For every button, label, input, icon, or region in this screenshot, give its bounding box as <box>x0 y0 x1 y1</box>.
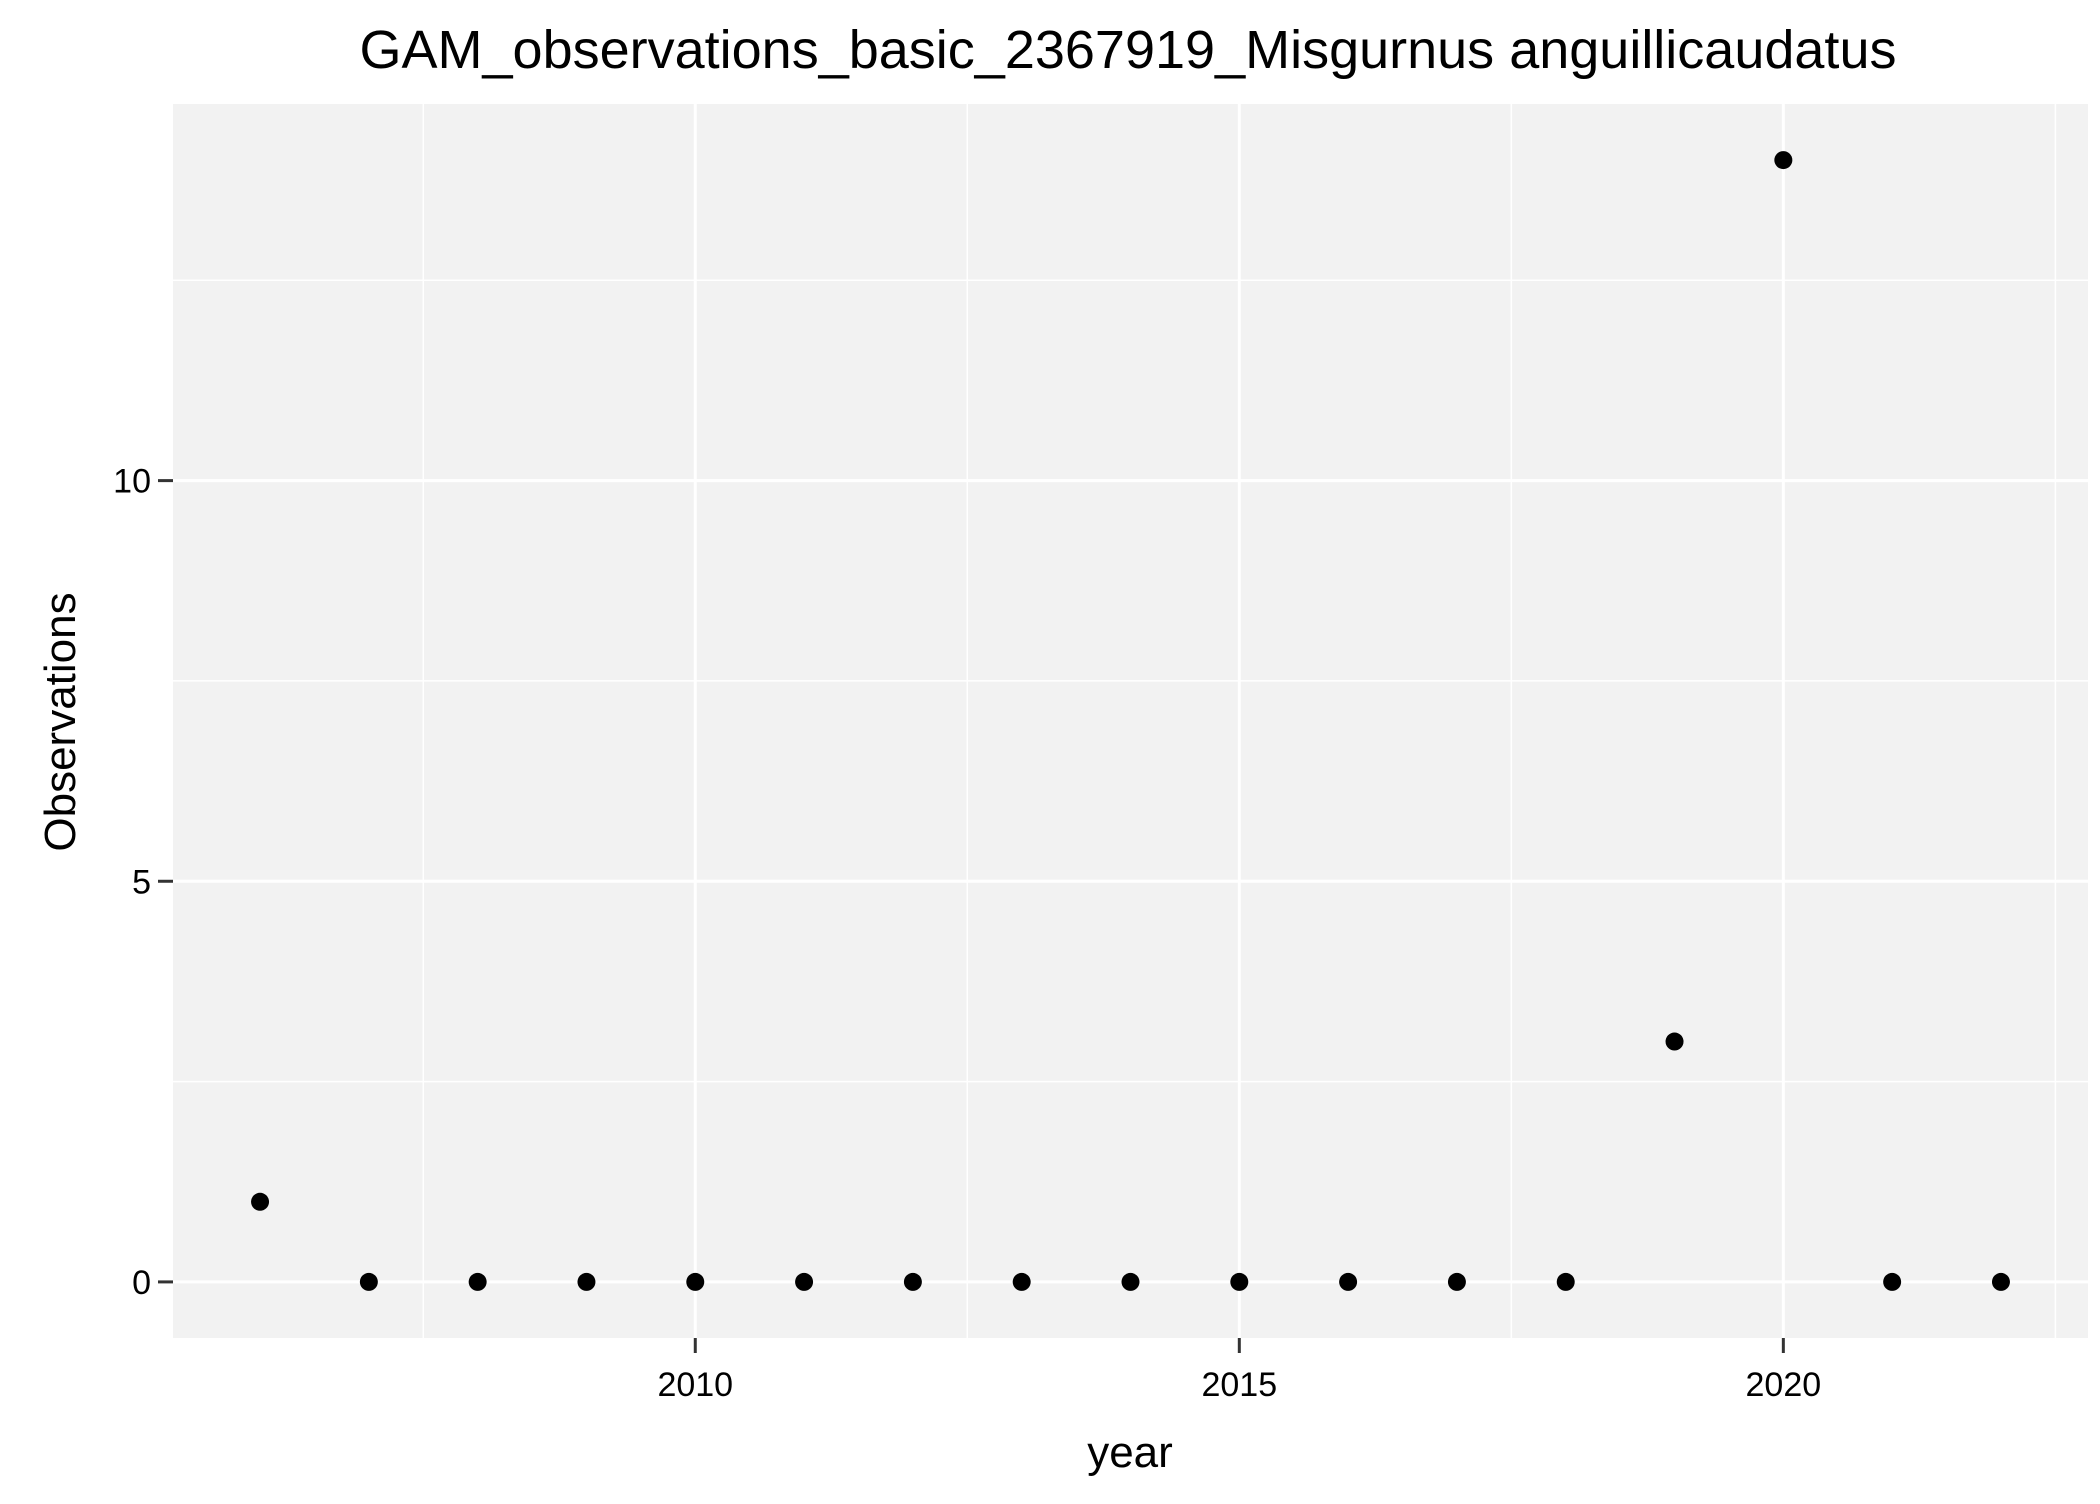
y-tick-label: 10 <box>113 463 151 501</box>
data-point <box>1012 1272 1031 1291</box>
data-point <box>1230 1272 1249 1291</box>
x-tick-label: 2010 <box>657 1366 733 1404</box>
data-point <box>468 1272 487 1291</box>
data-point <box>1556 1272 1575 1291</box>
data-point <box>359 1272 378 1291</box>
data-points <box>251 151 2010 1291</box>
data-point <box>1883 1272 1902 1291</box>
chart-title: GAM_observations_basic_2367919_Misgurnus… <box>360 20 1897 80</box>
y-tick-label: 0 <box>132 1264 151 1302</box>
x-axis: 2010 2015 2020 <box>657 1338 1821 1404</box>
y-tick-label: 5 <box>132 863 151 901</box>
minor-gridlines <box>173 104 2088 1338</box>
x-tick-label: 2020 <box>1746 1366 1822 1404</box>
y-axis: 0 5 10 <box>113 463 173 1302</box>
x-axis-label: year <box>1087 1428 1173 1477</box>
data-point <box>1121 1272 1140 1291</box>
x-tick-label: 2015 <box>1201 1366 1277 1404</box>
y-axis-label: Observations <box>36 592 85 851</box>
data-point <box>251 1192 270 1211</box>
data-point <box>1665 1032 1684 1051</box>
data-point <box>577 1272 596 1291</box>
data-point <box>1774 151 1793 170</box>
data-point <box>1991 1272 2010 1291</box>
plot-panel <box>173 104 2088 1338</box>
major-gridlines <box>173 104 2088 1338</box>
data-point <box>686 1272 705 1291</box>
data-point <box>795 1272 814 1291</box>
data-point <box>1447 1272 1466 1291</box>
data-point <box>1339 1272 1358 1291</box>
data-point <box>903 1272 922 1291</box>
